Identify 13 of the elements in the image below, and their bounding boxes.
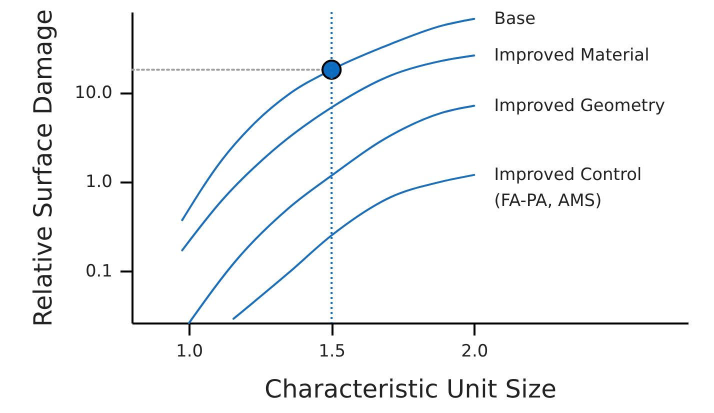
series-label: Improved Geometry: [494, 96, 666, 116]
series-label: Improved Material: [494, 46, 650, 66]
y-tick-label: 0.1: [85, 261, 112, 282]
series-label: Base: [494, 8, 536, 29]
line-series: [181, 18, 476, 222]
x-axis-title: Characteristic Unit Size: [264, 374, 556, 404]
y-tick-label: 1.0: [85, 172, 112, 192]
y-axis-title: Relative Surface Damage: [28, 9, 58, 327]
series-label: Improved Control (FA-PA, AMS): [494, 164, 642, 211]
y-tick-label: 10.0: [74, 83, 112, 104]
x-tick-label: 1.5: [318, 342, 346, 362]
x-tick-label: 1.0: [176, 342, 204, 362]
x-tick-label: 2.0: [461, 342, 488, 362]
